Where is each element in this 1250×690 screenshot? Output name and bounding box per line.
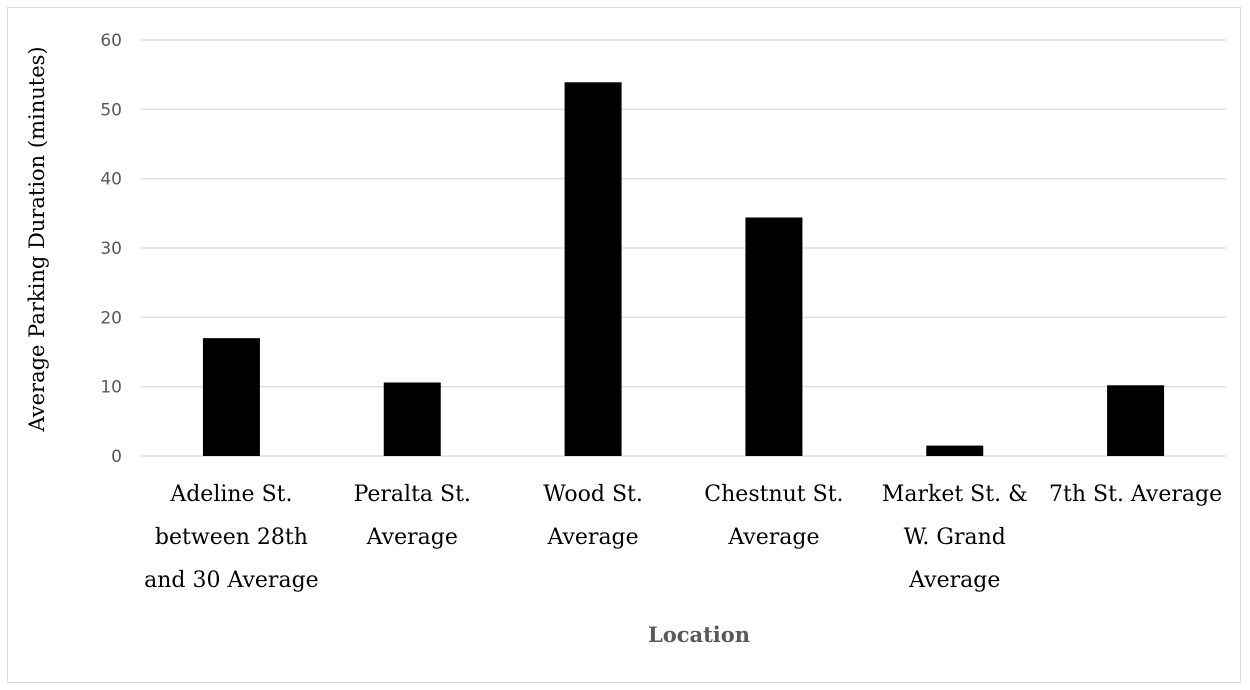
x-category-labels: Adeline St. between 28th and 30 Average Per… xyxy=(144,482,1222,593)
x-category-label: Chestnut St. Average xyxy=(704,482,843,550)
x-category-label-line: Wood St. xyxy=(543,482,643,507)
bar-2 xyxy=(383,382,441,456)
x-category-label-line: Average xyxy=(727,525,819,550)
y-tick-label: 40 xyxy=(100,170,122,190)
x-category-label: Wood St. Average xyxy=(543,482,643,550)
x-axis-title: Location xyxy=(648,622,750,647)
chart-frame: 0 10 20 30 40 50 60 Adeline St. between 28th and… xyxy=(7,7,1241,683)
x-category-label-line: 7th St. Average xyxy=(1049,482,1222,507)
x-category-label-line: Average xyxy=(908,568,1000,593)
x-category-label-line: Chestnut St. xyxy=(704,482,843,507)
bars xyxy=(202,82,1165,456)
y-axis-title: Average Parking Duration (minutes) xyxy=(25,46,49,432)
bar-chart: 0 10 20 30 40 50 60 Adeline St. between 28th and… xyxy=(25,31,1226,647)
gridlines xyxy=(141,39,1226,457)
x-category-label-line: between 28th xyxy=(155,525,308,550)
x-category-label-line: Market St. & xyxy=(882,482,1028,507)
x-category-label-line: W. Grand xyxy=(904,525,1006,550)
x-category-label-line: Adeline St. xyxy=(169,482,292,507)
y-tick-label: 20 xyxy=(100,308,122,328)
y-tick-label: 30 xyxy=(100,239,122,259)
y-tick-label: 10 xyxy=(100,378,122,398)
y-tick-label: 0 xyxy=(111,447,122,467)
x-category-label: 7th St. Average xyxy=(1049,482,1222,507)
bar-5 xyxy=(926,445,984,456)
bar-6 xyxy=(1107,385,1165,456)
bar-3 xyxy=(564,82,622,456)
bar-1 xyxy=(202,338,260,456)
y-tick-labels: 0 10 20 30 40 50 60 xyxy=(100,31,122,467)
y-tick-label: 50 xyxy=(100,100,122,120)
x-category-label: Adeline St. between 28th and 30 Average xyxy=(144,482,319,593)
y-tick-label: 60 xyxy=(100,31,122,51)
x-category-label-line: Average xyxy=(546,525,638,550)
x-category-label-line: Peralta St. xyxy=(354,482,471,507)
x-category-label-line: Average xyxy=(366,525,458,550)
x-category-label: Peralta St. Average xyxy=(354,482,471,550)
bar-4 xyxy=(745,217,803,456)
x-category-label: Market St. & W. Grand Average xyxy=(882,482,1028,593)
x-category-label-line: and 30 Average xyxy=(144,568,319,593)
